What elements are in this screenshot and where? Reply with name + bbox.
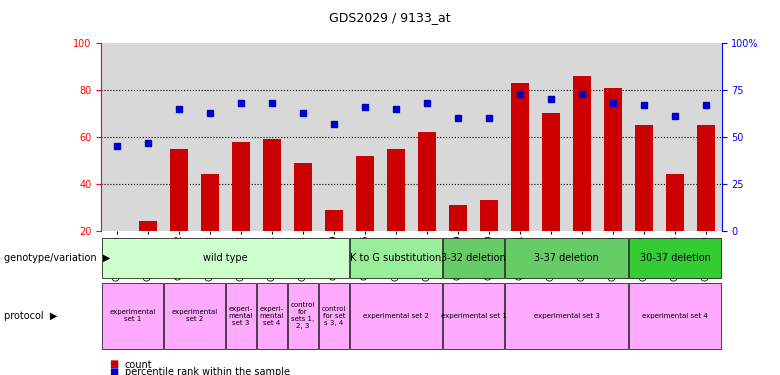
Bar <box>635 125 654 231</box>
Text: experimental
set 1: experimental set 1 <box>109 309 155 322</box>
Bar <box>604 88 622 231</box>
Bar <box>232 142 250 231</box>
Bar <box>480 200 498 231</box>
Text: control
for set
s 3, 4: control for set s 3, 4 <box>321 306 346 326</box>
Bar <box>505 238 628 278</box>
Text: ■: ■ <box>109 367 119 375</box>
Text: experimental set 2: experimental set 2 <box>363 313 429 319</box>
Bar <box>629 283 721 349</box>
Bar <box>350 283 441 349</box>
Bar <box>697 125 715 231</box>
Bar <box>511 83 530 231</box>
Text: experimental
set 2: experimental set 2 <box>172 309 218 322</box>
Text: wild type: wild type <box>203 253 248 263</box>
Bar <box>443 238 504 278</box>
Text: experi-
mental
set 3: experi- mental set 3 <box>229 306 254 326</box>
Bar <box>293 163 312 231</box>
Text: experimental set 4: experimental set 4 <box>642 313 708 319</box>
Text: percentile rank within the sample: percentile rank within the sample <box>125 367 290 375</box>
Bar <box>257 283 287 349</box>
Text: 3-32 deletion: 3-32 deletion <box>441 253 506 263</box>
Text: genotype/variation  ▶: genotype/variation ▶ <box>4 253 110 263</box>
Text: experimental set 1: experimental set 1 <box>441 313 506 319</box>
Bar <box>288 283 317 349</box>
Bar <box>102 283 163 349</box>
Text: GDS2029 / 9133_at: GDS2029 / 9133_at <box>329 11 451 24</box>
Bar <box>417 132 436 231</box>
Bar <box>200 174 219 231</box>
Text: count: count <box>125 360 152 369</box>
Text: 3-37 deletion: 3-37 deletion <box>534 253 599 263</box>
Bar <box>102 238 349 278</box>
Bar <box>448 205 467 231</box>
Bar <box>387 148 406 231</box>
Bar <box>263 139 282 231</box>
Bar <box>665 174 684 231</box>
Bar <box>139 221 158 231</box>
Bar <box>541 113 560 231</box>
Bar <box>169 148 188 231</box>
Bar <box>226 283 256 349</box>
Bar <box>443 283 504 349</box>
Text: control
for
sets 1,
2, 3: control for sets 1, 2, 3 <box>291 302 315 330</box>
Text: ■: ■ <box>109 360 119 369</box>
Text: K to G substitution: K to G substitution <box>350 253 441 263</box>
Bar <box>573 76 591 231</box>
Text: experimental set 3: experimental set 3 <box>534 313 599 319</box>
Bar <box>324 210 343 231</box>
Text: protocol  ▶: protocol ▶ <box>4 311 57 321</box>
Bar <box>505 283 628 349</box>
Bar <box>629 238 721 278</box>
Text: experi-
mental
set 4: experi- mental set 4 <box>260 306 284 326</box>
Bar <box>319 283 349 349</box>
Text: 30-37 deletion: 30-37 deletion <box>640 253 711 263</box>
Bar <box>350 238 441 278</box>
Bar <box>356 156 374 231</box>
Bar <box>164 283 225 349</box>
